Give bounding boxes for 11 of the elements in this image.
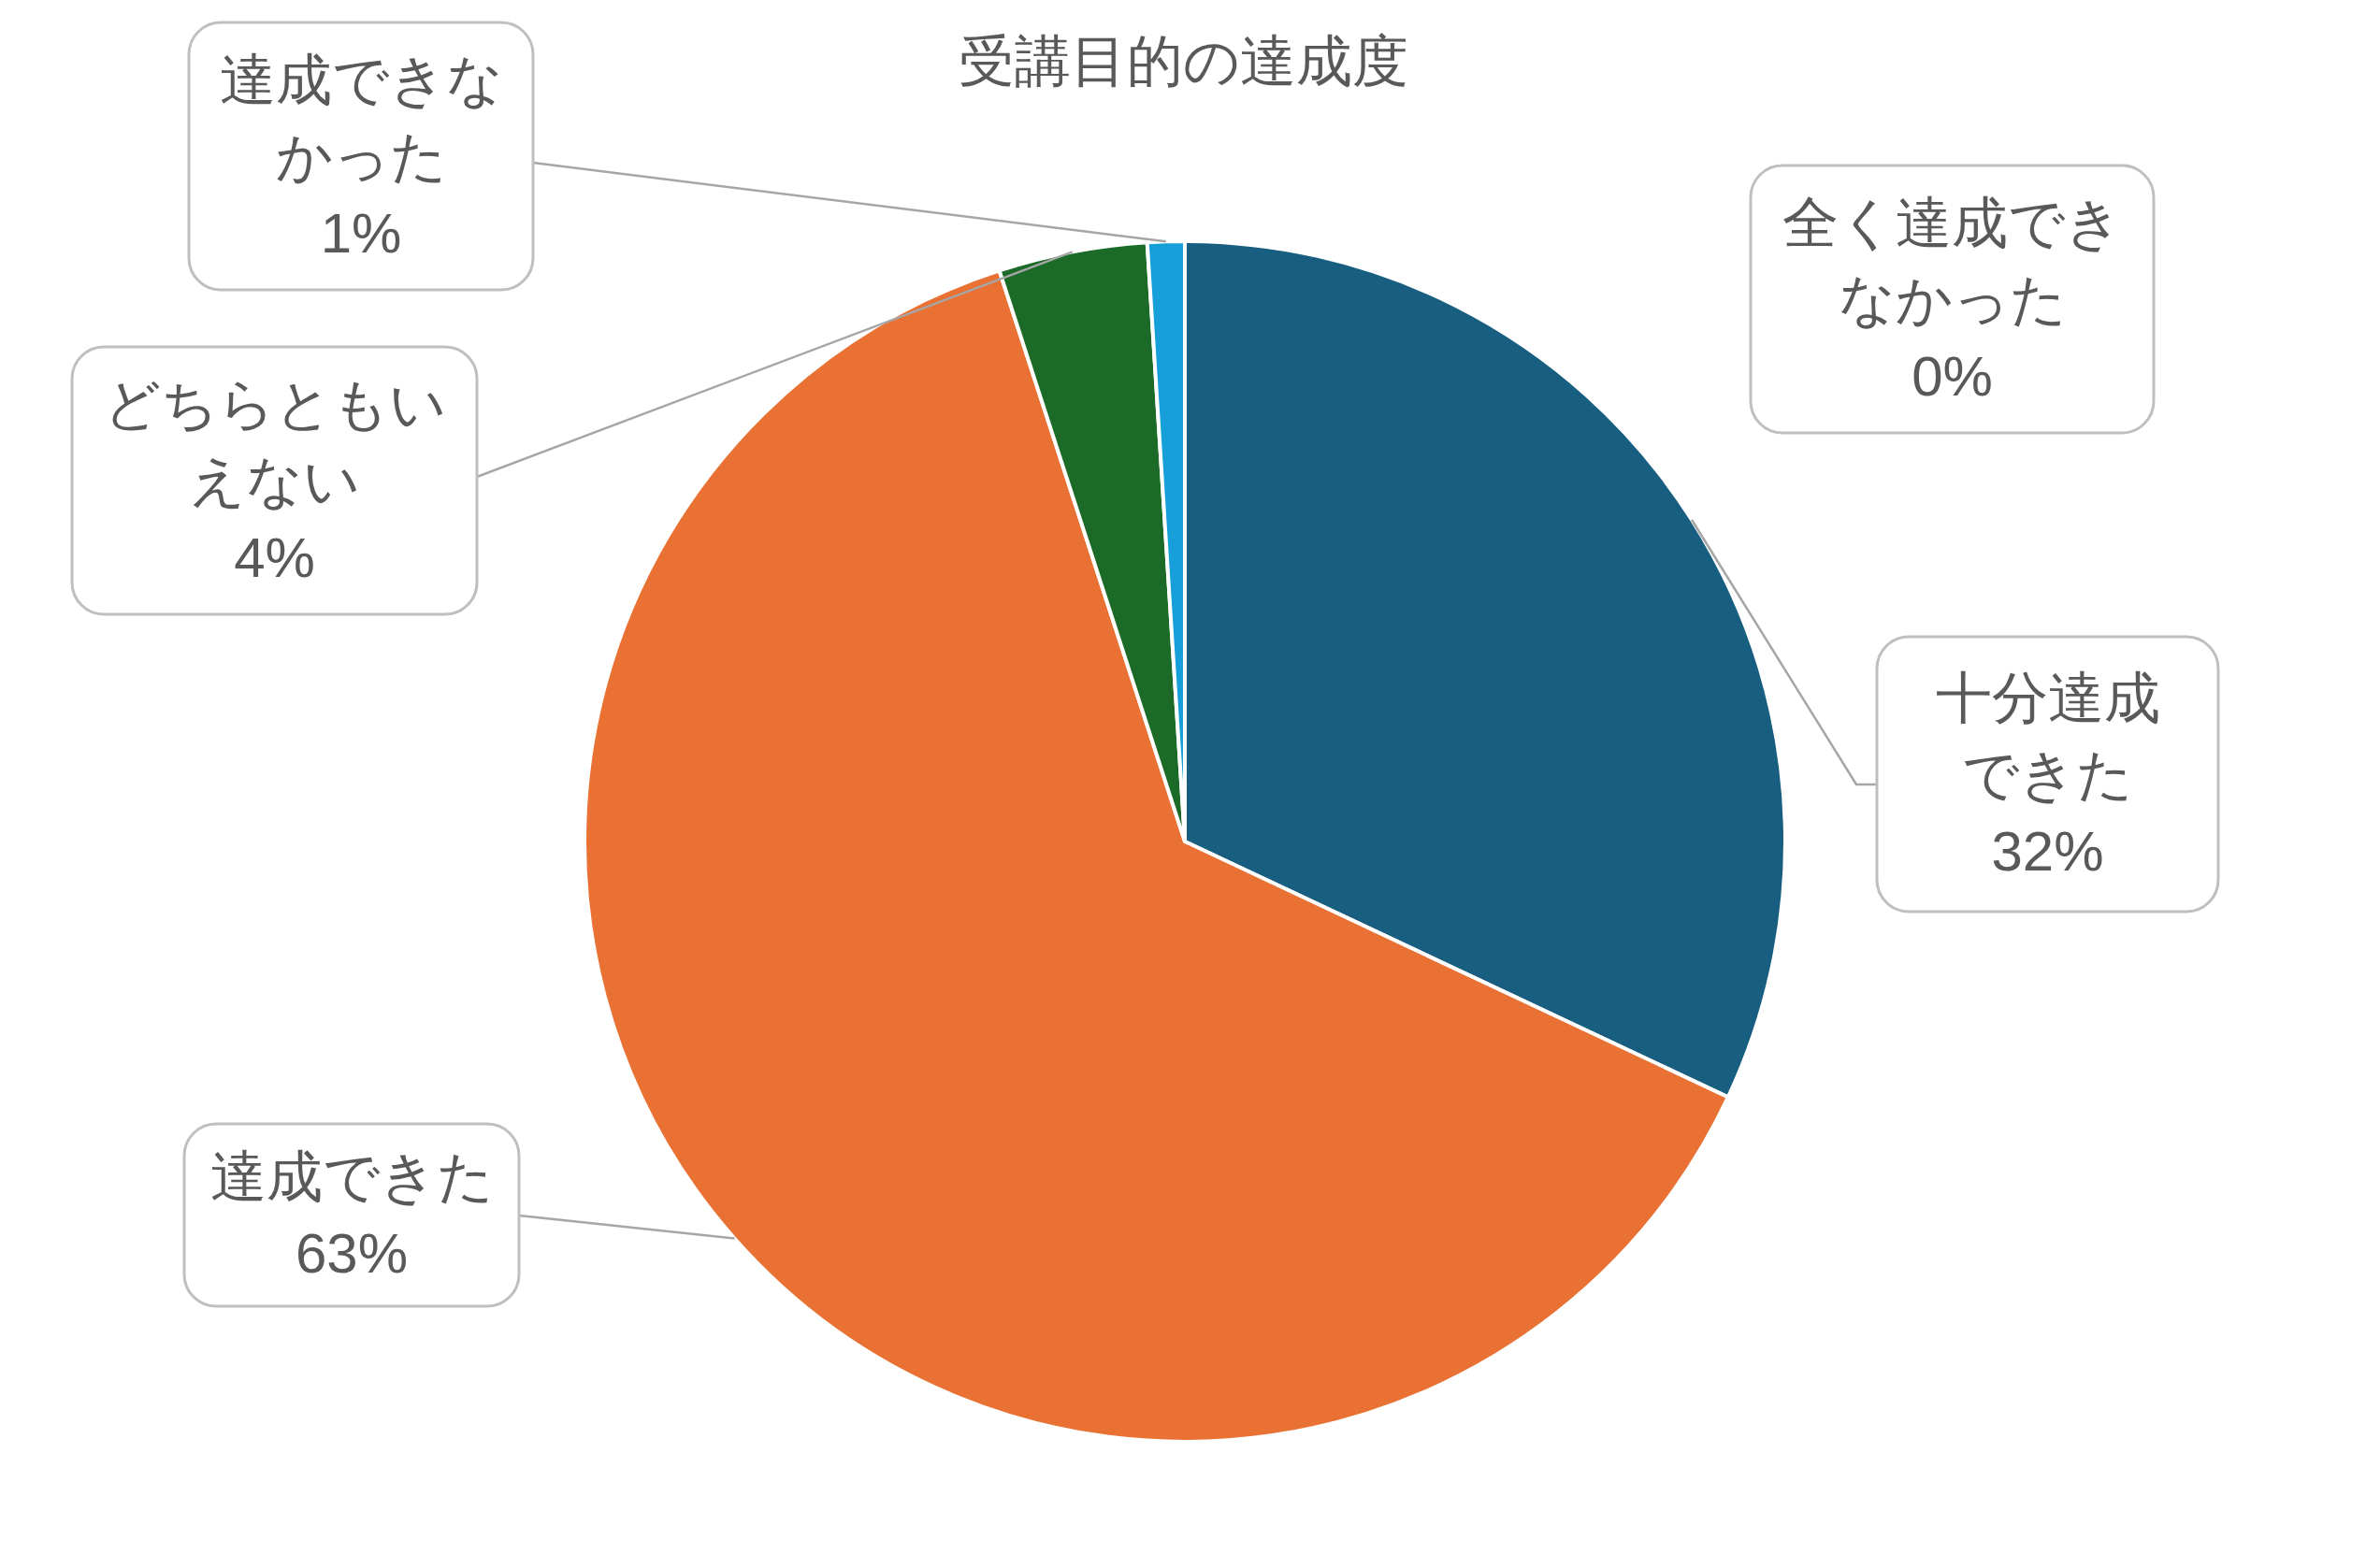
- slice-label: 達成できなかった: [219, 48, 503, 188]
- slice-label: 十分達成できた: [1935, 666, 2160, 806]
- data-label: 1%: [320, 201, 402, 265]
- data-label: 4%: [234, 525, 315, 589]
- chart-title: 受講目的の達成度: [958, 30, 1408, 93]
- data-label: 32%: [1991, 819, 2104, 883]
- slice-label: 達成できた: [209, 1145, 494, 1208]
- slice-label: どちらともいえない: [103, 372, 446, 512]
- data-label: 63%: [295, 1222, 409, 1285]
- text: 0%: [1912, 344, 1993, 408]
- category-label: 全く達成できなかった: [1782, 191, 2122, 331]
